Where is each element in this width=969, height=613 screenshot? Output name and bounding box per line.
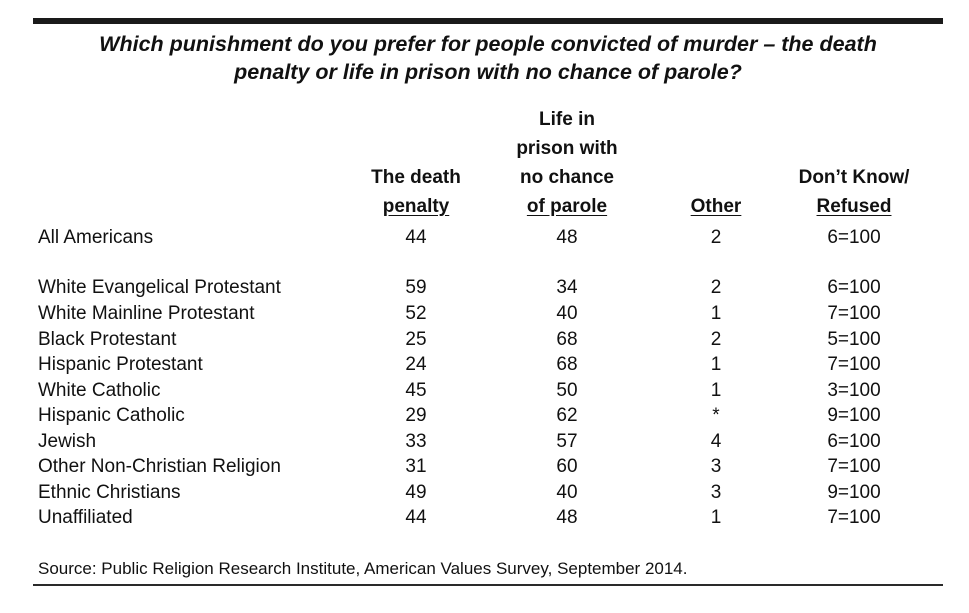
column-header-line: prison with [516, 138, 618, 159]
cell-other: 2 [710, 277, 722, 298]
table-row: Other Non-Christian Religion 31 60 3 7=1… [0, 454, 969, 480]
cell-life-in-prison: 62 [556, 405, 578, 426]
cell-dont-know: 6=100 [827, 277, 881, 298]
cell-life-in-prison: 40 [556, 482, 578, 503]
row-label: Unaffiliated [38, 507, 133, 528]
table-row: White Evangelical Protestant 59 34 2 6=1… [0, 275, 969, 301]
column-header-line: no chance [520, 167, 614, 188]
cell-dont-know: 5=100 [827, 329, 881, 350]
column-header-underlined: of parole [526, 196, 608, 217]
row-label: White Mainline Protestant [38, 303, 255, 324]
cell-death-penalty: 33 [405, 431, 427, 452]
table-row: White Catholic 45 50 1 3=100 [0, 378, 969, 404]
row-label: White Catholic [38, 380, 161, 401]
cell-life-in-prison: 50 [556, 380, 578, 401]
column-header-life-in-prison: Life in prison with no chance of parole [497, 105, 637, 221]
top-rule [33, 18, 943, 24]
cell-other: 2 [710, 329, 722, 350]
cell-dont-know: 3=100 [827, 380, 881, 401]
column-header-other: Other [656, 192, 776, 221]
cell-dont-know: 9=100 [827, 482, 881, 503]
cell-life-in-prison: 48 [556, 507, 578, 528]
cell-other: * [712, 405, 720, 426]
cell-death-penalty: 25 [405, 329, 427, 350]
cell-other: 1 [710, 507, 722, 528]
cell-life-in-prison: 68 [556, 329, 578, 350]
cell-death-penalty: 59 [405, 277, 427, 298]
row-label: Black Protestant [38, 329, 177, 350]
column-header-underlined: penalty [382, 196, 450, 217]
cell-life-in-prison: 57 [556, 431, 578, 452]
row-label: Hispanic Protestant [38, 354, 203, 375]
cell-life-in-prison: 34 [556, 277, 578, 298]
cell-death-penalty: 45 [405, 380, 427, 401]
cell-dont-know: 7=100 [827, 354, 881, 375]
column-header-dont-know: Don’t Know/ Refused [784, 163, 924, 221]
cell-death-penalty: 24 [405, 354, 427, 375]
cell-dont-know: 7=100 [827, 456, 881, 477]
cell-other: 1 [710, 354, 722, 375]
cell-life-in-prison: 60 [556, 456, 578, 477]
table-row: All Americans 44 48 2 6=100 [0, 225, 969, 251]
cell-death-penalty: 44 [405, 227, 427, 248]
cell-life-in-prison: 68 [556, 354, 578, 375]
row-label: White Evangelical Protestant [38, 277, 281, 298]
row-label: Jewish [38, 431, 97, 452]
row-label: Ethnic Christians [38, 482, 181, 503]
row-label: Other Non-Christian Religion [38, 456, 281, 477]
source-note: Source: Public Religion Research Institu… [38, 559, 688, 578]
cell-other: 1 [710, 380, 722, 401]
column-header-underlined: Refused [816, 196, 892, 217]
cell-other: 1 [710, 303, 722, 324]
table-row: Black Protestant 25 68 2 5=100 [0, 327, 969, 353]
row-label: Hispanic Catholic [38, 405, 185, 426]
row-label: All Americans [38, 227, 154, 248]
table-row: Unaffiliated 44 48 1 7=100 [0, 505, 969, 531]
column-header-death-penalty: The death penalty [356, 163, 476, 221]
cell-dont-know: 9=100 [827, 405, 881, 426]
cell-dont-know: 6=100 [827, 431, 881, 452]
table-title: Which punishment do you prefer for peopl… [33, 30, 943, 86]
cell-other: 2 [710, 227, 722, 248]
cell-other: 3 [710, 456, 722, 477]
cell-death-penalty: 29 [405, 405, 427, 426]
cell-death-penalty: 44 [405, 507, 427, 528]
cell-dont-know: 7=100 [827, 303, 881, 324]
cell-other: 4 [710, 431, 722, 452]
table-row: White Mainline Protestant 52 40 1 7=100 [0, 301, 969, 327]
cell-life-in-prison: 48 [556, 227, 578, 248]
column-header-line: Life in [539, 109, 595, 130]
title-line-2: penalty or life in prison with no chance… [234, 60, 742, 84]
column-header-underlined: Other [690, 196, 742, 217]
cell-life-in-prison: 40 [556, 303, 578, 324]
cell-dont-know: 6=100 [827, 227, 881, 248]
table-row: Hispanic Catholic 29 62 * 9=100 [0, 403, 969, 429]
cell-dont-know: 7=100 [827, 507, 881, 528]
cell-death-penalty: 31 [405, 456, 427, 477]
bottom-rule [33, 584, 943, 586]
title-line-1: Which punishment do you prefer for peopl… [99, 32, 877, 56]
column-header-line: Don’t Know/ [798, 167, 910, 188]
table-row: Ethnic Christians 49 40 3 9=100 [0, 480, 969, 506]
cell-other: 3 [710, 482, 722, 503]
table-row: Jewish 33 57 4 6=100 [0, 429, 969, 455]
cell-death-penalty: 49 [405, 482, 427, 503]
column-header-line: The death [371, 167, 461, 188]
cell-death-penalty: 52 [405, 303, 427, 324]
table-row: Hispanic Protestant 24 68 1 7=100 [0, 352, 969, 378]
